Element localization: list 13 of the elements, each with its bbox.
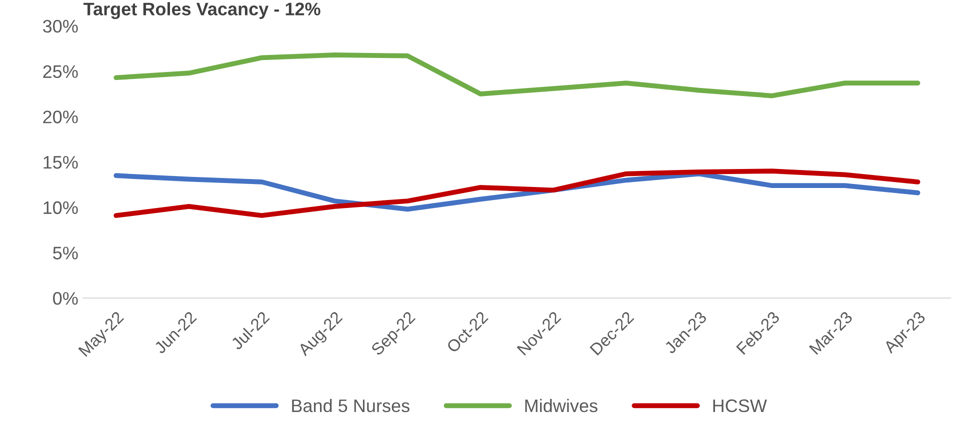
legend-label: Midwives: [525, 398, 598, 412]
y-tick-label: 15%: [44, 156, 78, 169]
line-series: [114, 52, 920, 98]
line-series: [114, 168, 920, 218]
y-tick-label: 0%: [53, 292, 78, 305]
y-tick-label: 30%: [42, 20, 78, 33]
chart-title: Target Roles Vacancy - 12%: [84, 2, 320, 20]
y-tick-label: 5%: [53, 246, 78, 260]
legend-label: HCSW: [713, 399, 767, 412]
y-tick-label: 10%: [44, 201, 78, 214]
legend-label: Band 5 Nurses: [292, 398, 410, 412]
y-tick-label: 20%: [43, 110, 78, 124]
y-tick-label: 25%: [43, 65, 78, 78]
